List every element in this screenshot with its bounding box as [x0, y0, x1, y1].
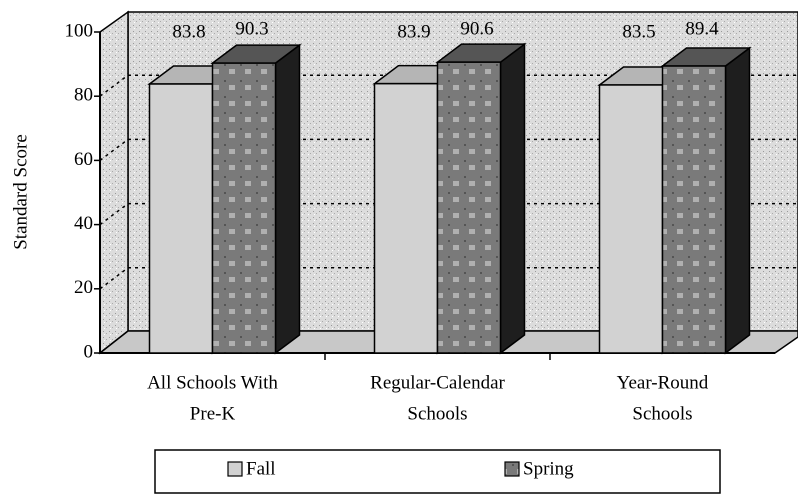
grid-line [99, 267, 129, 290]
legend-label: Fall [246, 458, 276, 479]
y-tick-label: 20 [74, 277, 93, 298]
grid-line [99, 74, 129, 97]
y-tick-label: 60 [74, 149, 93, 170]
value-label: 83.5 [622, 21, 655, 42]
value-label: 90.3 [235, 18, 268, 39]
x-tick-label: Schools [632, 403, 692, 424]
x-tick-label: All Schools With [147, 372, 278, 393]
legend-label: Spring [523, 458, 574, 479]
x-tick-label: Schools [407, 403, 467, 424]
value-label: 83.8 [172, 21, 205, 42]
bar [661, 65, 727, 354]
value-label: 90.6 [460, 18, 493, 39]
x-tick-label: Year-Round [617, 372, 709, 393]
grid-line [99, 138, 129, 161]
bar-side [274, 43, 301, 355]
legend-swatch [227, 461, 243, 477]
legend [154, 449, 721, 494]
value-label: 89.4 [685, 18, 719, 39]
y-tick-label: 40 [74, 213, 93, 234]
grid-line [99, 203, 129, 226]
value-label: 83.9 [397, 21, 430, 42]
y-tick-label: 0 [84, 341, 94, 362]
bar [211, 62, 277, 354]
y-axis-label: Standard Score [10, 134, 31, 250]
bar [373, 82, 439, 354]
bar [436, 61, 502, 354]
bar [148, 83, 214, 354]
y-tick-label: 100 [65, 20, 94, 41]
y-tick-label: 80 [74, 85, 93, 106]
legend-swatch [504, 461, 520, 477]
bar-side [724, 46, 751, 355]
bar-side [499, 42, 526, 355]
x-tick-label: Regular-Calendar [370, 372, 505, 393]
x-tick-label: Pre-K [190, 403, 236, 424]
side-wall [99, 10, 129, 355]
bar [598, 84, 664, 354]
